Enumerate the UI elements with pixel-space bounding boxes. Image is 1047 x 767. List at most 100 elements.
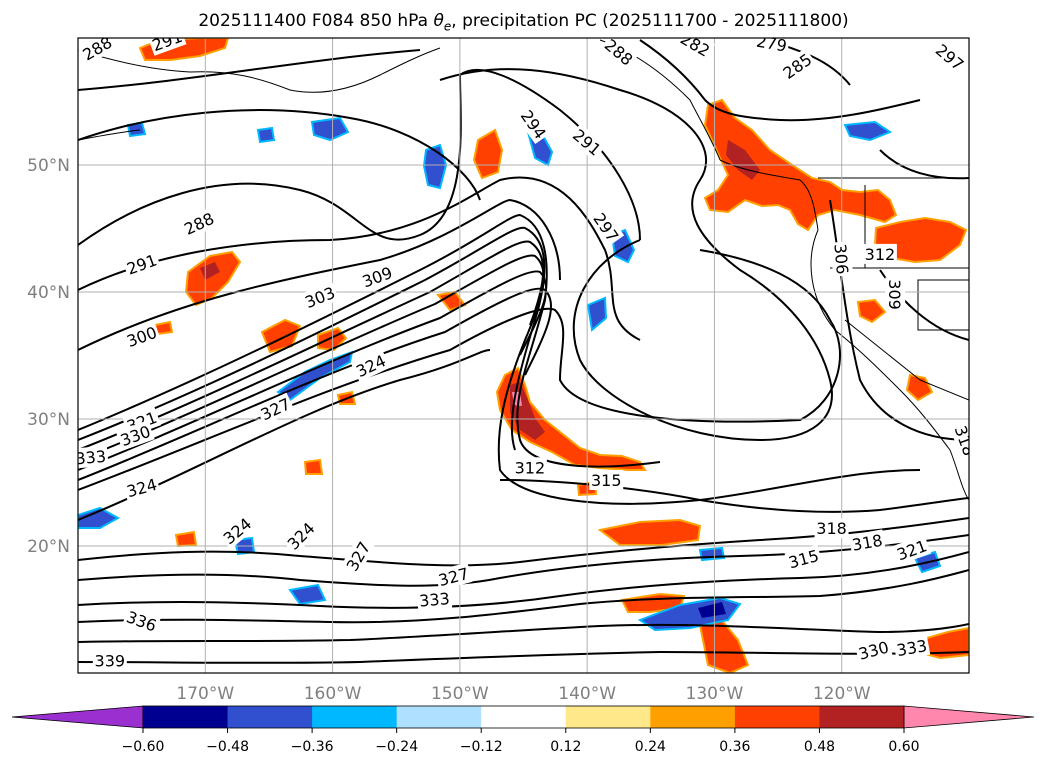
colorbar-tick-label: −0.36: [291, 739, 334, 755]
contour-label: 297: [588, 207, 625, 247]
svg-text:318: 318: [816, 519, 847, 538]
border-states-3: [917, 279, 969, 331]
colorbar-tick-label: −0.12: [460, 739, 503, 755]
contour-label: 339: [92, 650, 127, 671]
contour-label: 309: [885, 277, 906, 312]
lat-tick-label: 50°N: [27, 156, 70, 176]
map-background: [78, 38, 969, 673]
colorbar-segments: [11, 705, 1035, 729]
lat-tick-label: 30°N: [27, 410, 70, 430]
contour-label: 306: [830, 241, 854, 277]
precip-blob-south1: [597, 518, 702, 546]
precip-blob-pnw-core: [726, 140, 760, 180]
lon-tick-label: 160°W: [304, 684, 362, 704]
contour-line: [499, 479, 969, 513]
contour-label: 333: [416, 587, 453, 611]
contour-line: [78, 650, 969, 664]
lat-tick-label: 40°N: [27, 283, 70, 303]
contour-label: 324: [122, 473, 161, 502]
colorbar-segment: [650, 706, 736, 728]
svg-text:339: 339: [95, 651, 126, 670]
contour-label: 315: [589, 469, 624, 490]
colorbar-segment: [819, 706, 905, 728]
contour-line: [78, 198, 561, 351]
colorbar-tick-label: −0.48: [206, 739, 249, 755]
precip-neg-5: [586, 296, 608, 332]
border-states-4: [844, 319, 969, 401]
precip-neg-10: [843, 120, 893, 142]
colorbar-tick-label: 0.12: [550, 739, 581, 755]
precip-neg-8-core: [698, 602, 726, 618]
coastline-aleutian: [78, 129, 141, 141]
title-prefix: 2025111400 F084 850 hPa: [198, 11, 434, 31]
contour-label: 288: [599, 38, 639, 71]
coastline-alaska: [78, 47, 441, 93]
svg-text:279: 279: [755, 32, 788, 56]
colorbar-segment: [396, 706, 482, 728]
lat-tick-labels: 20°N 30°N 40°N 50°N: [27, 156, 70, 557]
contour-label: 312: [512, 457, 547, 478]
precip-neg-2: [422, 143, 448, 190]
colorbar-over-arrow: [903, 705, 1035, 729]
svg-text:312: 312: [515, 458, 546, 477]
contour-line: [78, 213, 661, 468]
contour-line: [78, 551, 969, 609]
colorbar-segment: [734, 706, 820, 728]
title-suffix: , precipitation PC (2025111700 - 2025111…: [451, 11, 849, 31]
svg-text:333: 333: [75, 447, 107, 469]
precip-neg-9: [288, 583, 327, 606]
contour-line: [78, 69, 641, 246]
colorbar-tick-label: 0.24: [635, 739, 666, 755]
contour-line: [78, 349, 491, 521]
theta-e-contours: [78, 38, 969, 664]
lon-tick-label: 150°W: [431, 684, 489, 704]
lat-tick-label: 20°N: [27, 537, 70, 557]
precip-neg-1: [310, 116, 350, 142]
contour-line: [639, 39, 921, 122]
contour-label: 318: [814, 518, 849, 539]
lon-tick-label: 140°W: [558, 684, 616, 704]
graticule: [78, 38, 969, 673]
figure-title: 2025111400 F084 850 hPa θe, precipitatio…: [0, 11, 1047, 33]
precip-blob-small2: [303, 458, 324, 475]
precip-blob-small5: [174, 530, 198, 548]
contour-line: [78, 226, 546, 451]
colorbar-tick-label: −0.60: [122, 739, 165, 755]
contour-label: 279: [753, 32, 791, 56]
colorbar-tick-label: −0.24: [375, 739, 418, 755]
colorbar-segment: [227, 706, 313, 728]
contour-label: 327: [255, 392, 295, 426]
colorbar: −0.60 −0.48 −0.36 −0.24 −0.12 0.12 0.24 0.36 0.4…: [11, 705, 1035, 755]
contour-line: [78, 569, 969, 624]
colorbar-ticks: −0.60 −0.48 −0.36 −0.24 −0.12 0.12 0.24 0.36 0.4…: [122, 728, 920, 755]
svg-text:333: 333: [418, 589, 450, 611]
colorbar-segment: [312, 706, 398, 728]
theta-subscript: e: [443, 19, 452, 34]
contour-line: [439, 68, 833, 442]
colorbar-tick-label: 0.48: [804, 739, 835, 755]
lon-tick-label: 170°W: [176, 684, 234, 704]
precip-blob-cal: [905, 373, 934, 402]
contour-labels: 288 2912882913003033093243273213303243333…: [75, 32, 969, 671]
colorbar-tick-label: 0.60: [888, 739, 919, 755]
contour-line: [78, 623, 969, 643]
contour-line: [78, 240, 545, 451]
precip-blob-gulf: [472, 128, 504, 180]
precip-blob-nevada: [856, 298, 887, 324]
contour-label: 333: [893, 634, 931, 661]
svg-text:306: 306: [830, 243, 852, 275]
contour-line: [78, 49, 421, 91]
lon-tick-label: 120°W: [813, 684, 871, 704]
svg-text:312: 312: [865, 245, 896, 264]
contour-line: [78, 176, 641, 341]
colorbar-segment: [481, 706, 567, 728]
map-frame: [77, 37, 970, 674]
precip-neg-12: [256, 126, 276, 144]
colorbar-under-arrow: [11, 705, 144, 729]
theta-symbol: θ: [433, 11, 444, 31]
map-panel: 288 2912882913003033093243273213303243333…: [27, 32, 970, 704]
lon-tick-label: 130°W: [686, 684, 744, 704]
svg-text:315: 315: [591, 471, 622, 490]
coastline-west-us: [810, 229, 969, 501]
precip-blob-pnw: [703, 98, 898, 232]
